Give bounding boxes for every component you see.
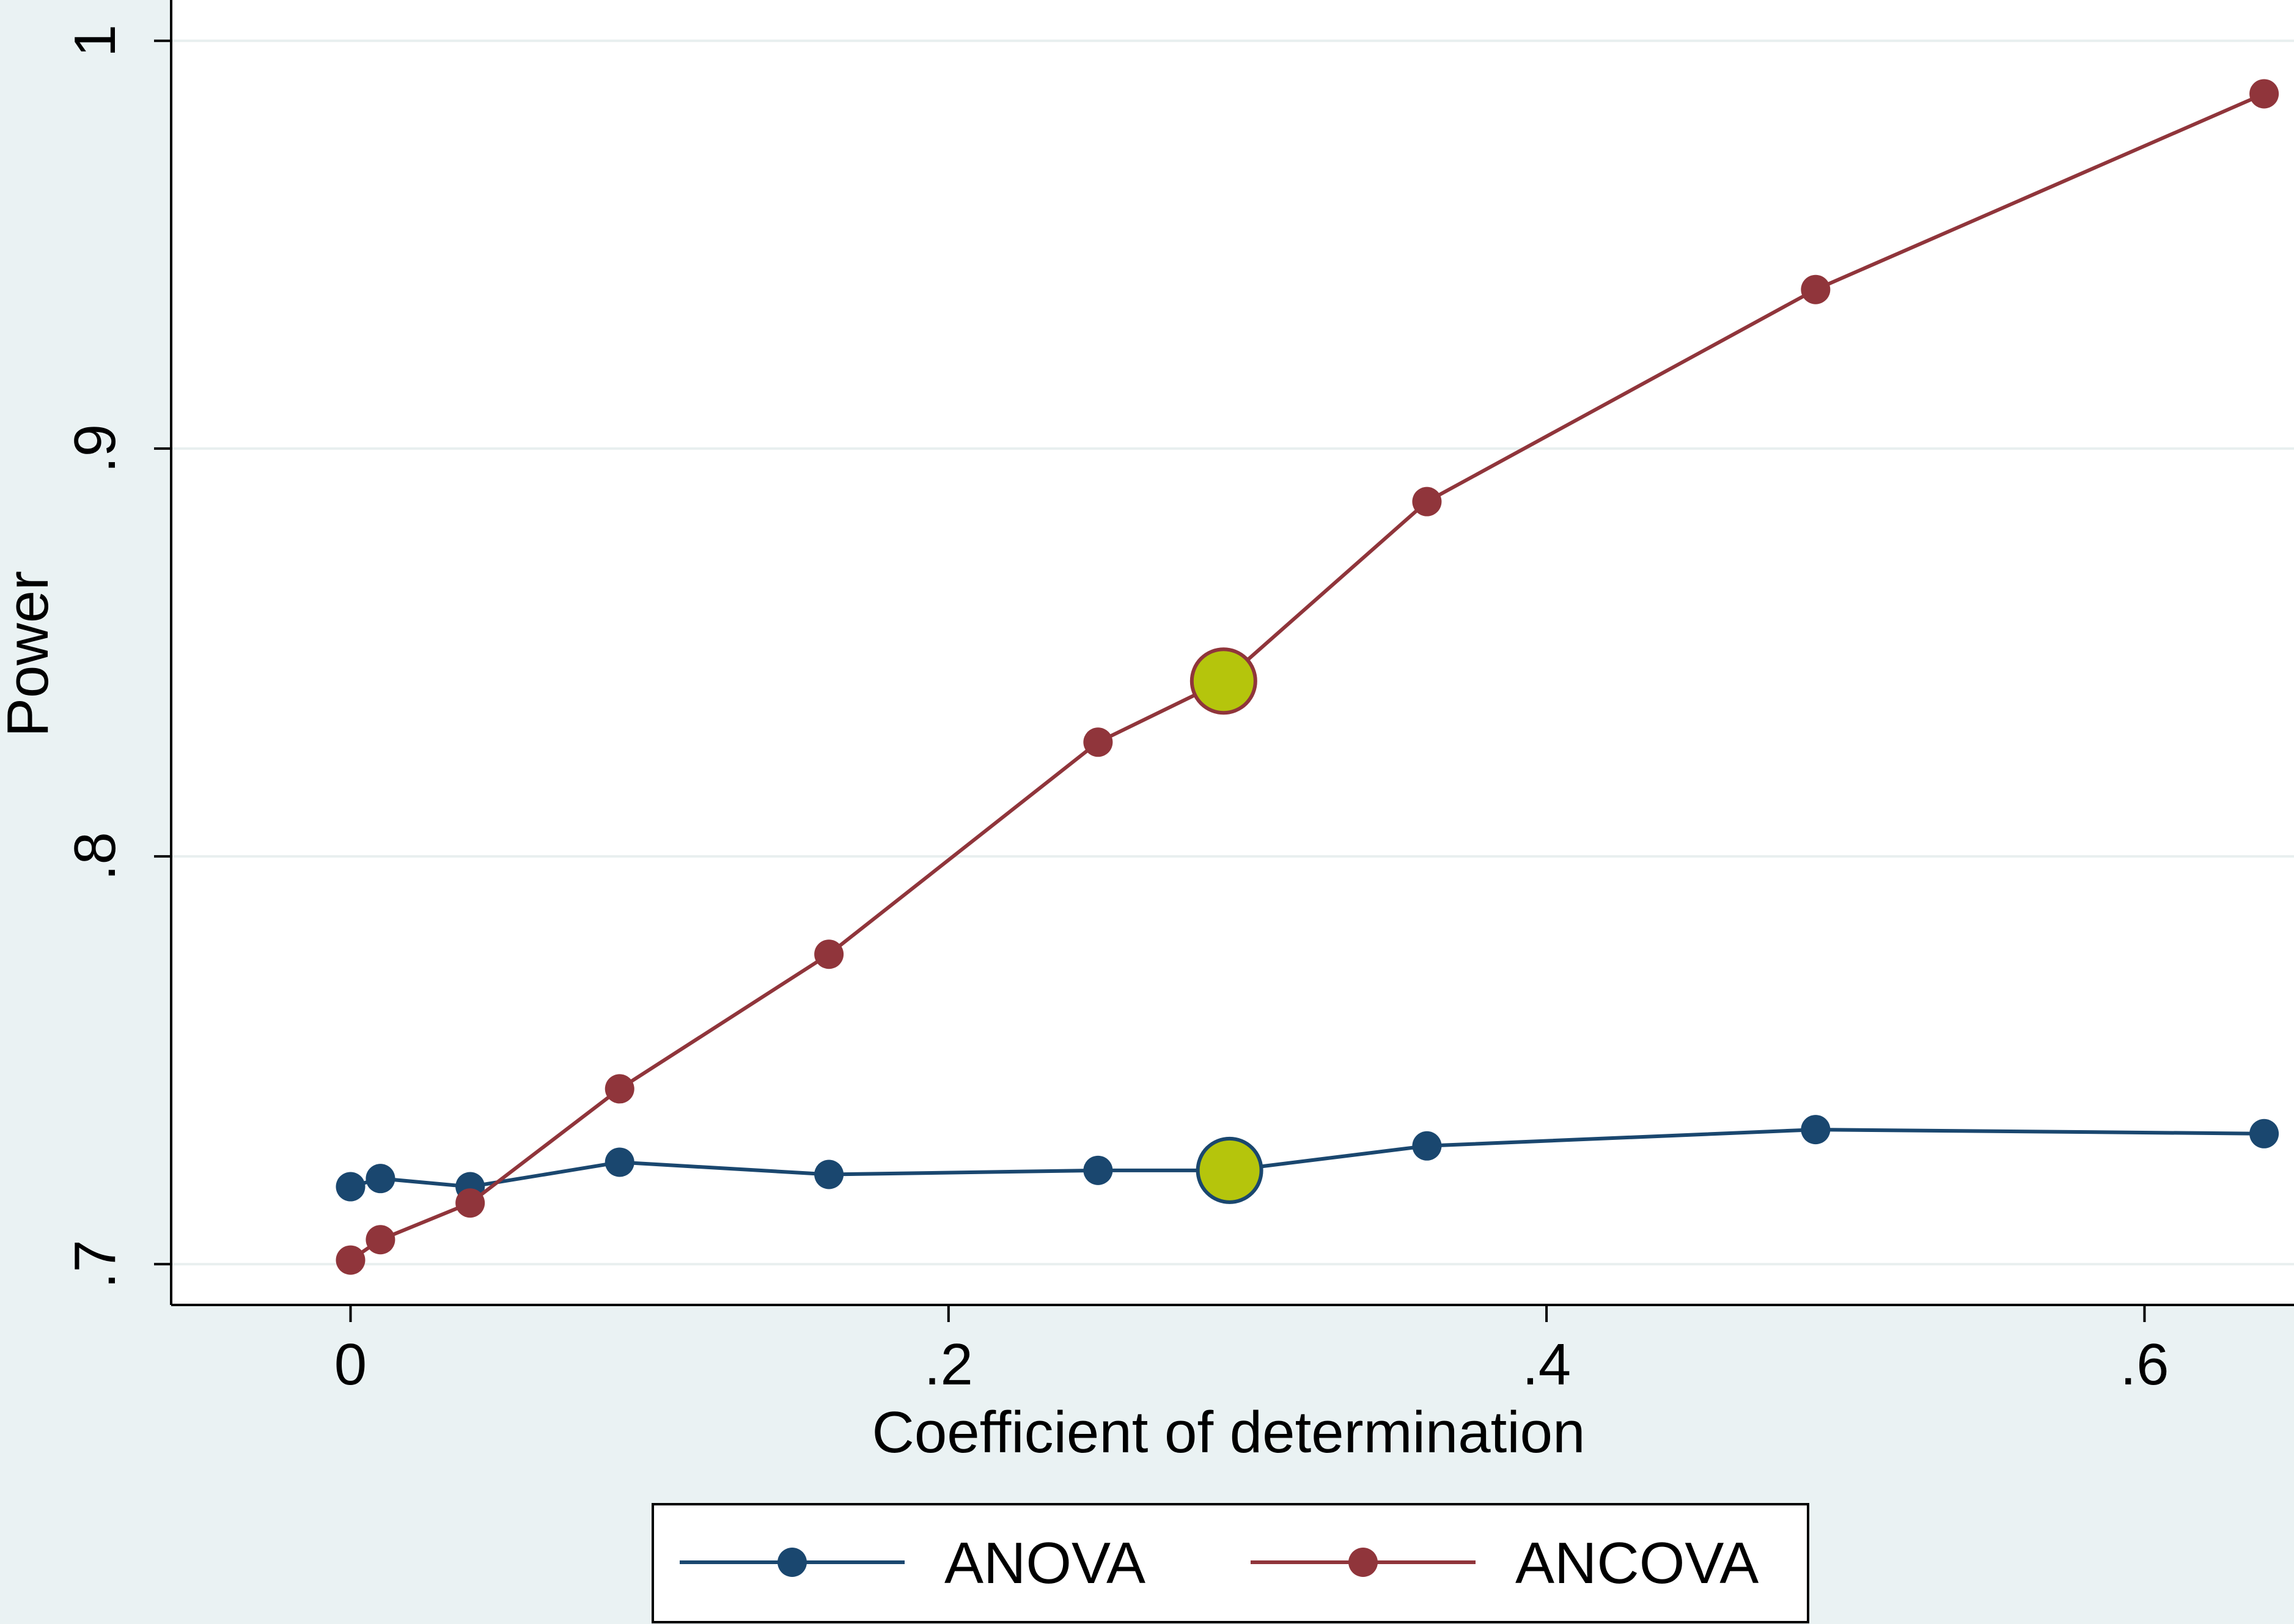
series-line-anova — [350, 1128, 2265, 1189]
highlight-point-anova — [1196, 1136, 1263, 1204]
data-point-ancova — [1083, 727, 1113, 757]
data-point-ancova — [605, 1074, 634, 1104]
y-tick-label: .9 — [62, 424, 128, 473]
series — [336, 79, 2279, 1275]
legend-label-anova: ANOVA — [944, 1530, 1145, 1596]
x-tick-label: .6 — [2120, 1332, 2169, 1397]
data-point-anova — [814, 1159, 844, 1189]
highlight-point-ancova — [1189, 647, 1257, 715]
data-point-anova — [605, 1147, 634, 1177]
data-point-ancova — [1801, 274, 1831, 304]
data-point-ancova — [366, 1225, 395, 1255]
data-point-anova — [336, 1172, 366, 1202]
data-point-anova — [366, 1164, 395, 1194]
x-axis-title: Coefficient of determination — [872, 1400, 1586, 1465]
data-point-anova — [1801, 1115, 1831, 1145]
series-line-ancova — [349, 92, 2265, 1262]
y-axis-title: Power — [0, 571, 61, 737]
data-point-ancova — [1412, 487, 1442, 516]
data-point-ancova — [2249, 79, 2279, 109]
x-tick-label: .2 — [924, 1332, 973, 1397]
x-tick-label: .4 — [1522, 1332, 1571, 1397]
data-point-ancova — [336, 1245, 366, 1275]
legend: ANOVA ANCOVA — [652, 1503, 1809, 1623]
y-tick-label: 1 — [62, 24, 128, 57]
data-point-ancova — [455, 1188, 485, 1218]
ticks: .7 .8 .9 1 0 .2 .4 .6 — [62, 24, 2169, 1397]
data-point-anova — [1412, 1131, 1442, 1161]
data-point-ancova — [814, 939, 844, 969]
legend-label-ancova: ANCOVA — [1515, 1530, 1759, 1596]
data-point-anova — [1083, 1155, 1113, 1185]
y-tick-label: .7 — [62, 1240, 128, 1288]
data-point-anova — [2249, 1119, 2279, 1148]
axes — [170, 0, 2294, 1306]
legend-marker-ancova — [1348, 1548, 1378, 1577]
gridlines — [171, 39, 2294, 1266]
legend-marker-anova — [778, 1548, 807, 1577]
y-tick-label: .8 — [62, 832, 128, 881]
x-tick-label: 0 — [334, 1332, 367, 1397]
